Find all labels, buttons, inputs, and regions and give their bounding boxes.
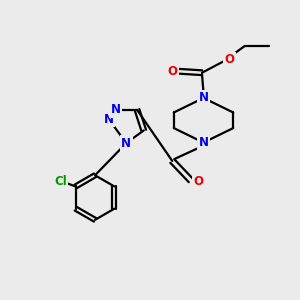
Text: N: N [110, 103, 120, 116]
Text: O: O [193, 175, 203, 188]
Text: O: O [224, 53, 234, 66]
Text: N: N [199, 136, 208, 149]
Text: O: O [167, 65, 177, 78]
Text: N: N [104, 112, 114, 125]
Text: N: N [121, 137, 131, 150]
Text: N: N [199, 92, 208, 104]
Text: Cl: Cl [54, 175, 67, 188]
